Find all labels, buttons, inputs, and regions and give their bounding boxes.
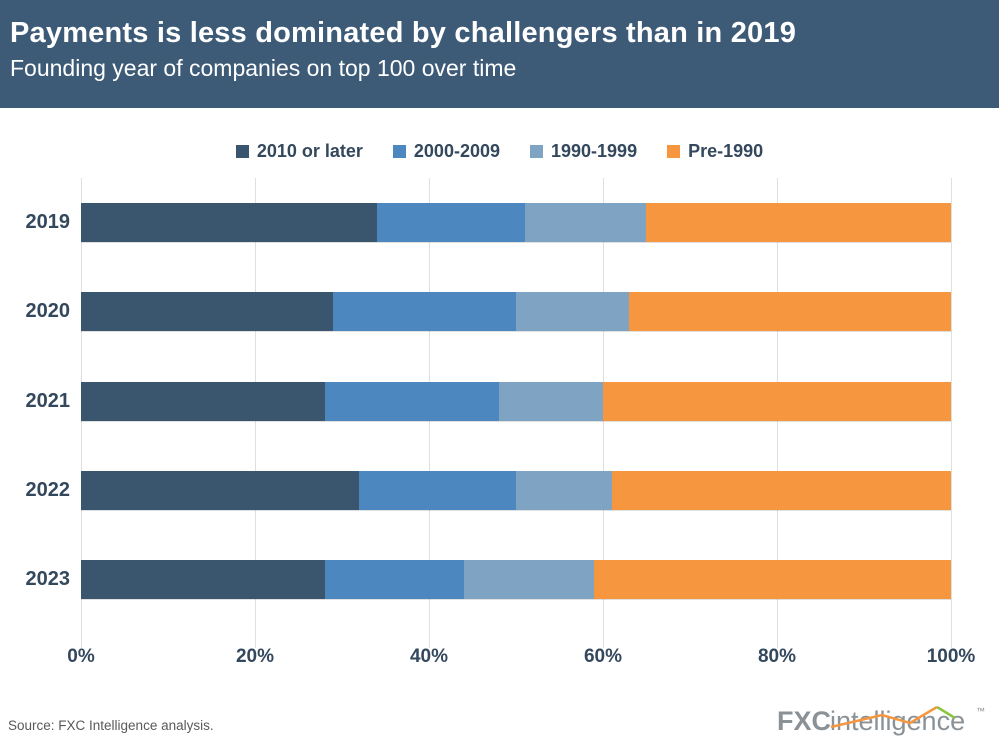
bar-segment-pre-1990 bbox=[602, 381, 951, 421]
plot-area: 2019 2020 2021 2022 2023 bbox=[26, 178, 952, 648]
bar-segment-1990-1999 bbox=[498, 381, 603, 421]
x-tick-label: 40% bbox=[409, 646, 449, 667]
fxc-intelligence-logo: FXC intelligence ™ bbox=[777, 700, 989, 742]
logo-line-orange-icon bbox=[830, 705, 938, 729]
legend-label: 2010 or later bbox=[256, 141, 363, 161]
bar-segment-pre-1990 bbox=[611, 470, 951, 510]
stacked-bar-2019 bbox=[81, 203, 951, 242]
x-tick-label: 0% bbox=[67, 646, 95, 667]
legend-label: 2000-2009 bbox=[413, 141, 500, 161]
bar-segment-2000-2009 bbox=[324, 560, 464, 600]
source-note: Source: FXC Intelligence analysis. bbox=[8, 718, 214, 733]
legend-item: 2000-2009 bbox=[392, 141, 500, 162]
legend-marker-icon bbox=[530, 145, 543, 158]
bar-segment-2010-or-later bbox=[81, 560, 325, 600]
chart-subtitle: Founding year of companies on top 100 ov… bbox=[10, 55, 517, 82]
chart-legend: 2010 or later 2000-2009 1990-1999 Pre-1990 bbox=[0, 141, 999, 162]
stacked-bar-2022 bbox=[81, 470, 951, 510]
bar-segment-pre-1990 bbox=[646, 203, 951, 242]
bar-segment-1990-1999 bbox=[524, 203, 647, 242]
logo-text-fxc: FXC bbox=[777, 706, 831, 736]
stacked-bar-2020 bbox=[81, 292, 951, 332]
x-tick-label: 80% bbox=[757, 646, 797, 667]
bar-segment-2010-or-later bbox=[81, 470, 360, 510]
legend-label: Pre-1990 bbox=[688, 141, 764, 161]
x-tick-label: 100% bbox=[926, 646, 976, 667]
legend-marker-icon bbox=[392, 145, 406, 158]
logo-trademark: ™ bbox=[976, 706, 985, 716]
y-axis-label: 2019 bbox=[25, 211, 71, 233]
stacked-bar-2023 bbox=[81, 560, 951, 600]
chart-title: Payments is less dominated by challenger… bbox=[10, 17, 797, 49]
bar-segment-2000-2009 bbox=[324, 381, 499, 421]
bar-segment-1990-1999 bbox=[515, 470, 612, 510]
bar-segment-2000-2009 bbox=[359, 470, 516, 510]
y-axis-label: 2020 bbox=[25, 300, 71, 323]
bar-segment-1990-1999 bbox=[463, 560, 595, 600]
legend-item: 2010 or later bbox=[235, 141, 363, 162]
legend-label: 1990-1999 bbox=[551, 141, 638, 161]
bar-segment-1990-1999 bbox=[515, 292, 630, 332]
x-axis: 0% 20% 40% 60% 80% 100% bbox=[67, 646, 975, 672]
bar-segment-2000-2009 bbox=[333, 292, 516, 332]
legend-marker-icon bbox=[667, 145, 681, 158]
chart-header: Payments is less dominated by challenger… bbox=[0, 0, 999, 108]
bar-segment-2010-or-later bbox=[81, 292, 334, 332]
bar-segment-2010-or-later bbox=[81, 203, 377, 242]
bar-segment-pre-1990 bbox=[594, 560, 951, 600]
y-axis-label: 2023 bbox=[25, 568, 71, 591]
legend-item: 1990-1999 bbox=[530, 141, 637, 162]
y-axis-label: 2021 bbox=[25, 389, 71, 412]
gridline bbox=[951, 178, 952, 648]
y-axis-label: 2022 bbox=[25, 478, 71, 501]
logo-line-green-icon bbox=[936, 705, 956, 720]
x-tick-label: 20% bbox=[235, 646, 275, 667]
fxc-intelligence-logo-graphic: FXC intelligence ™ bbox=[777, 705, 985, 736]
legend-marker-icon bbox=[235, 145, 249, 158]
legend-item: Pre-1990 bbox=[667, 141, 763, 162]
bar-segment-2000-2009 bbox=[376, 203, 525, 242]
x-tick-label: 60% bbox=[583, 646, 623, 667]
bar-segment-pre-1990 bbox=[629, 292, 951, 332]
stacked-bar-2021 bbox=[81, 381, 951, 421]
bar-segment-2010-or-later bbox=[81, 381, 325, 421]
